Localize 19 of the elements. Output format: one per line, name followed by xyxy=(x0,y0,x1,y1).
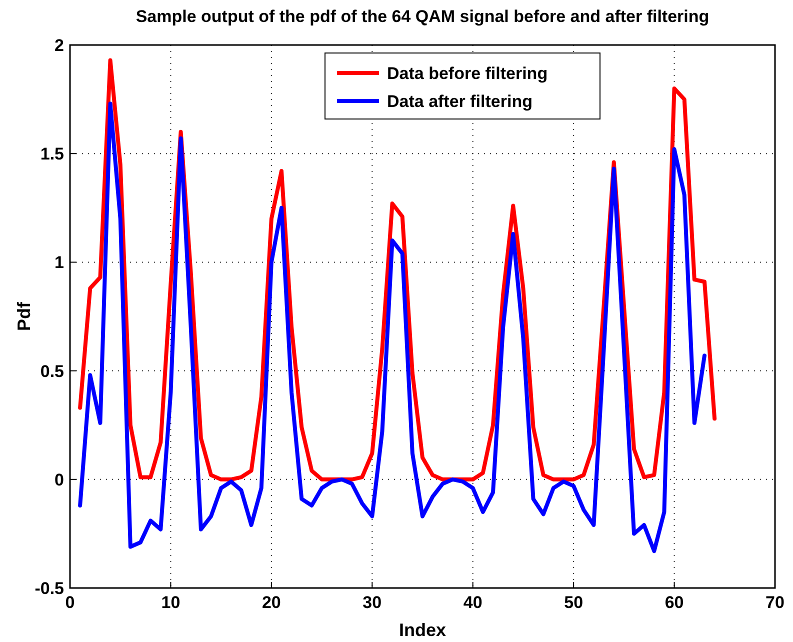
x-tick-label: 60 xyxy=(664,593,684,612)
y-tick-label: 2 xyxy=(54,36,64,55)
line-series xyxy=(78,58,717,482)
y-tick-label: 1.5 xyxy=(40,144,64,164)
x-tick-label: 20 xyxy=(262,593,281,612)
x-tick-label: 40 xyxy=(463,593,482,612)
x-tick-label: 10 xyxy=(161,593,180,612)
x-tick-label: 70 xyxy=(766,593,784,612)
y-tick-label: -0.5 xyxy=(34,579,64,598)
x-tick-label: 50 xyxy=(564,593,584,612)
x-tick-label: 30 xyxy=(362,593,382,612)
legend-label: Data before filtering xyxy=(387,64,548,83)
chart-title: Sample output of the pdf of the 64 QAM signal before and after filtering xyxy=(136,7,710,26)
y-tick-label: 0.5 xyxy=(40,362,64,381)
y-tick-label: 1 xyxy=(54,253,64,272)
y-tick-label: 0 xyxy=(54,470,64,490)
y-axis-title: Pdf xyxy=(14,301,34,331)
legend-label: Data after filtering xyxy=(387,92,532,111)
x-axis-title: Index xyxy=(398,620,446,640)
